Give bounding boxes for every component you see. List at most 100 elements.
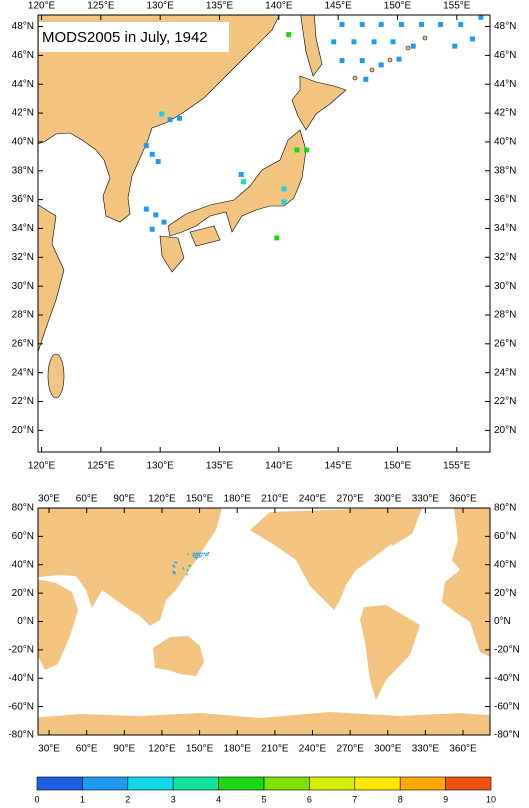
y-tick-label: 40°N: [494, 137, 516, 148]
observation-cell: [331, 39, 337, 45]
x-tick-label: 145°E: [324, 461, 352, 472]
observation-cell: [206, 554, 209, 556]
x-tick-label: 360°E: [449, 744, 477, 755]
x-tick-label: 30°E: [38, 494, 60, 505]
x-tick-label: 360°E: [449, 494, 477, 505]
x-tick-label: 130°E: [147, 461, 175, 472]
x-tick-label: 60°E: [76, 494, 98, 505]
observation-cell: [371, 39, 377, 45]
observation-cell: [192, 554, 194, 556]
y-tick-label: 0°N: [494, 616, 511, 627]
observation-cell: [197, 556, 199, 559]
x-tick-label: 125°E: [87, 1, 115, 12]
colorbar-label: 2: [125, 794, 130, 804]
observation-cell: [173, 571, 175, 573]
observation-cell: [194, 554, 196, 556]
x-tick-label: 300°E: [374, 494, 402, 505]
observation-cell: [359, 22, 365, 27]
y-tick-label: 34°N: [12, 223, 34, 234]
x-tick-label: 155°E: [443, 1, 471, 12]
y-tick-label: 22°N: [12, 396, 34, 407]
x-tick-label: 270°E: [336, 744, 364, 755]
x-tick-label: 180°E: [224, 744, 252, 755]
observation-cell: [359, 58, 365, 64]
observation-cell: [339, 58, 345, 64]
observation-cell: [195, 558, 198, 560]
observation-cell: [378, 62, 384, 68]
observation-cell: [174, 572, 176, 574]
observation-cell: [197, 552, 199, 555]
x-tick-label: 150°E: [384, 461, 412, 472]
observation-cell: [199, 552, 201, 555]
observation-cell: [281, 199, 287, 205]
y-tick-label: 40°N: [494, 559, 516, 570]
y-tick-label: 44°N: [494, 79, 516, 90]
y-tick-label: -60°N: [494, 701, 520, 712]
map-frame: [37, 14, 491, 453]
x-tick-label: 240°E: [299, 744, 327, 755]
observation-cell: [238, 172, 244, 177]
colorbar-segment: [399, 776, 446, 791]
x-tick-label: 150°E: [186, 744, 214, 755]
observation-cell: [193, 552, 195, 555]
observation-cell: [452, 43, 458, 49]
x-tick-label: 150°E: [186, 494, 214, 505]
observation-cell: [458, 22, 464, 27]
observation-cell: [363, 76, 369, 82]
y-tick-label: -20°N: [494, 645, 520, 656]
observation-cell: [187, 553, 190, 556]
observation-cell: [410, 43, 416, 49]
observation-cell: [195, 556, 197, 558]
colorbar-label: 6: [307, 794, 312, 804]
x-tick-label: 60°E: [76, 744, 98, 755]
x-tick-label: 140°E: [265, 461, 293, 472]
observation-cell: [189, 564, 191, 567]
y-tick-label: 30°N: [12, 281, 34, 292]
observation-cell: [470, 36, 476, 42]
y-tick-label: 34°N: [494, 223, 516, 234]
x-tick-label: 120°E: [28, 461, 56, 472]
colorbar-segment: [82, 776, 129, 791]
observation-cell: [143, 143, 149, 149]
regional-land: [38, 15, 428, 399]
y-tick-label: 46°N: [494, 50, 516, 61]
observation-cell: [149, 226, 155, 232]
x-tick-label: 130°E: [147, 1, 175, 12]
observation-cell: [161, 219, 167, 225]
colorbar-segment: [445, 776, 492, 791]
observation-cell: [193, 556, 195, 558]
global-land: [38, 508, 490, 735]
y-tick-label: -80°N: [8, 730, 34, 741]
x-tick-label: 120°E: [28, 1, 56, 12]
observation-cell: [241, 179, 247, 185]
y-tick-label: 80°N: [12, 503, 34, 514]
colorbar-segment: [218, 776, 265, 791]
observation-cell: [198, 554, 201, 556]
colorbar-label: 1: [80, 794, 85, 804]
observation-cell: [196, 554, 199, 556]
y-tick-label: 24°N: [494, 367, 516, 378]
y-tick-label: -40°N: [494, 673, 520, 684]
observation-cell: [186, 573, 188, 576]
x-tick-label: 300°E: [374, 744, 402, 755]
y-tick-label: 20°N: [494, 588, 516, 599]
x-tick-label: 150°E: [384, 1, 412, 12]
y-tick-label: 20°N: [494, 425, 516, 436]
x-tick-label: 90°E: [113, 744, 135, 755]
colorbar-segment: [309, 776, 356, 791]
observation-cell: [173, 572, 175, 575]
observation-cell: [478, 15, 484, 20]
y-tick-label: 38°N: [494, 165, 516, 176]
observation-cell: [143, 206, 149, 212]
colorbar-label: 9: [443, 794, 448, 804]
colorbar-label: 8: [398, 794, 403, 804]
y-tick-label: 22°N: [494, 396, 516, 407]
observation-cell: [205, 554, 207, 557]
x-tick-label: 90°E: [113, 494, 135, 505]
observation-cell: [149, 151, 155, 157]
colorbar-segment: [263, 776, 310, 791]
y-tick-label: -40°N: [8, 673, 34, 684]
observation-cell: [187, 570, 189, 572]
observation-cell: [200, 554, 203, 557]
